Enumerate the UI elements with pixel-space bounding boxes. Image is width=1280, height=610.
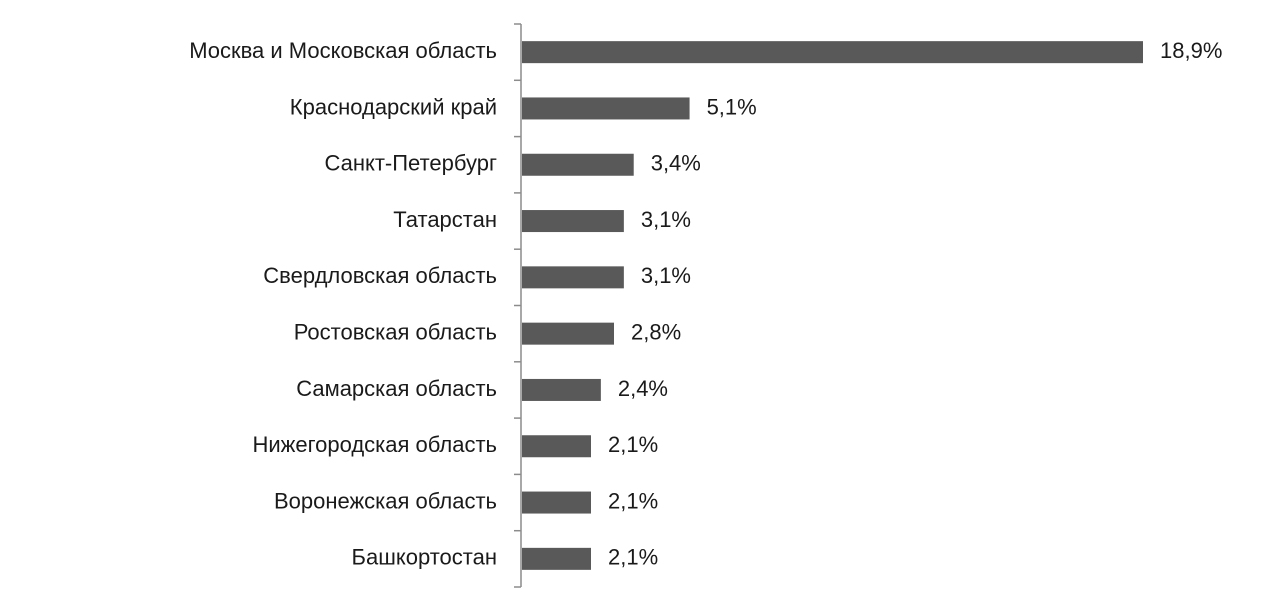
bar: [522, 378, 601, 401]
value-label: 2,8%: [631, 319, 681, 344]
category-label: Татарстан: [393, 207, 497, 232]
bar: [522, 97, 690, 120]
value-label: 18,9%: [1160, 38, 1222, 63]
bar: [522, 266, 624, 289]
category-label: Самарская область: [296, 376, 497, 401]
value-label: 3,1%: [641, 207, 691, 232]
category-label: Воронежская область: [274, 488, 497, 513]
category-label: Башкортостан: [352, 545, 497, 570]
bar: [522, 210, 624, 233]
value-label: 2,4%: [618, 376, 668, 401]
category-label: Нижегородская область: [252, 432, 497, 457]
category-label: Санкт-Петербург: [324, 151, 497, 176]
value-label: 3,4%: [651, 151, 701, 176]
bar: [522, 435, 591, 458]
category-label: Ростовская область: [294, 319, 497, 344]
value-label: 2,1%: [608, 432, 658, 457]
value-label: 2,1%: [608, 488, 658, 513]
bar: [522, 322, 614, 345]
category-label: Свердловская область: [263, 263, 497, 288]
category-label: Москва и Московская область: [189, 38, 497, 63]
bar: [522, 153, 634, 176]
value-label: 5,1%: [707, 94, 757, 119]
bar: [522, 41, 1143, 64]
value-label: 3,1%: [641, 263, 691, 288]
bar: [522, 547, 591, 570]
value-label: 2,1%: [608, 545, 658, 570]
category-label: Краснодарский край: [290, 94, 497, 119]
bar: [522, 491, 591, 514]
